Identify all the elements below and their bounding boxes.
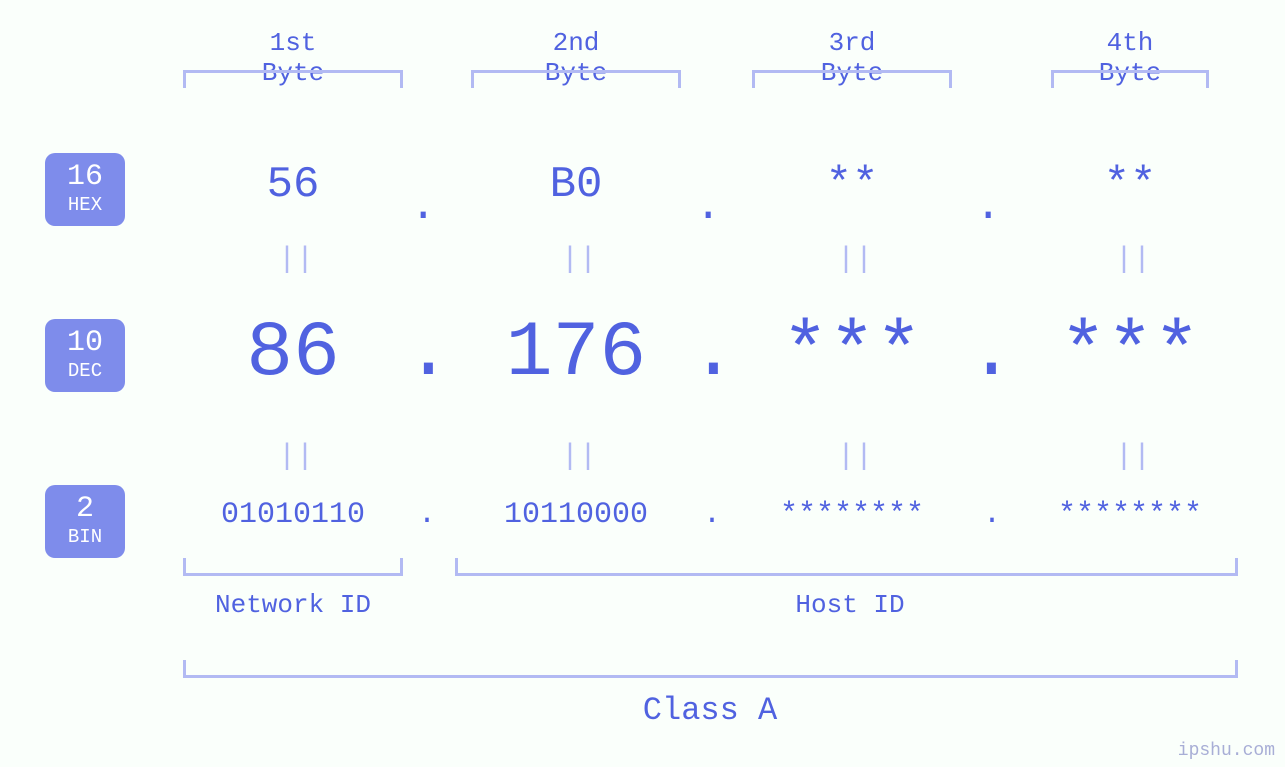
hex-dot-3: . (975, 182, 1001, 232)
eq-2-2: || (561, 440, 591, 474)
badge-dec: 10 DEC (45, 319, 125, 392)
hex-dot-1: . (410, 182, 436, 232)
bin-byte-4: ******** (1010, 498, 1250, 532)
dec-byte-3: *** (742, 310, 962, 398)
byte-bracket-4 (1051, 70, 1209, 88)
ip-diagram: 1st Byte 2nd Byte 3rd Byte 4th Byte 16 H… (0, 0, 1285, 767)
byte-bracket-1 (183, 70, 403, 88)
hex-byte-3: ** (742, 160, 962, 210)
hex-byte-1: 56 (183, 160, 403, 210)
badge-hex-label: HEX (68, 194, 102, 217)
badge-dec-label: DEC (68, 360, 102, 383)
badge-bin-num: 2 (76, 494, 94, 524)
network-bracket (183, 558, 403, 576)
eq-2-3: || (837, 440, 867, 474)
eq-1-2: || (561, 243, 591, 277)
bin-byte-3: ******** (732, 498, 972, 532)
eq-1-3: || (837, 243, 867, 277)
bin-byte-2: 10110000 (456, 498, 696, 532)
byte-bracket-2 (471, 70, 681, 88)
bin-dot-1: . (418, 498, 436, 532)
dec-byte-4: *** (1020, 310, 1240, 398)
bin-dot-2: . (703, 498, 721, 532)
class-bracket (183, 660, 1238, 678)
class-label: Class A (640, 692, 780, 729)
badge-hex: 16 HEX (45, 153, 125, 226)
dec-dot-2: . (690, 310, 737, 398)
badge-dec-num: 10 (67, 328, 103, 358)
eq-2-4: || (1115, 440, 1145, 474)
byte-bracket-3 (752, 70, 952, 88)
badge-bin-label: BIN (68, 526, 102, 549)
dec-dot-1: . (405, 310, 452, 398)
dec-byte-1: 86 (183, 310, 403, 398)
dec-dot-3: . (968, 310, 1015, 398)
eq-1-4: || (1115, 243, 1145, 277)
bin-byte-1: 01010110 (173, 498, 413, 532)
network-id-label: Network ID (213, 590, 373, 620)
badge-bin: 2 BIN (45, 485, 125, 558)
host-bracket (455, 558, 1238, 576)
hex-byte-4: ** (1020, 160, 1240, 210)
hex-dot-2: . (695, 182, 721, 232)
host-id-label: Host ID (790, 590, 910, 620)
watermark: ipshu.com (1178, 741, 1275, 761)
eq-1-1: || (278, 243, 308, 277)
bin-dot-3: . (983, 498, 1001, 532)
dec-byte-2: 176 (466, 310, 686, 398)
badge-hex-num: 16 (67, 162, 103, 192)
hex-byte-2: B0 (466, 160, 686, 210)
eq-2-1: || (278, 440, 308, 474)
